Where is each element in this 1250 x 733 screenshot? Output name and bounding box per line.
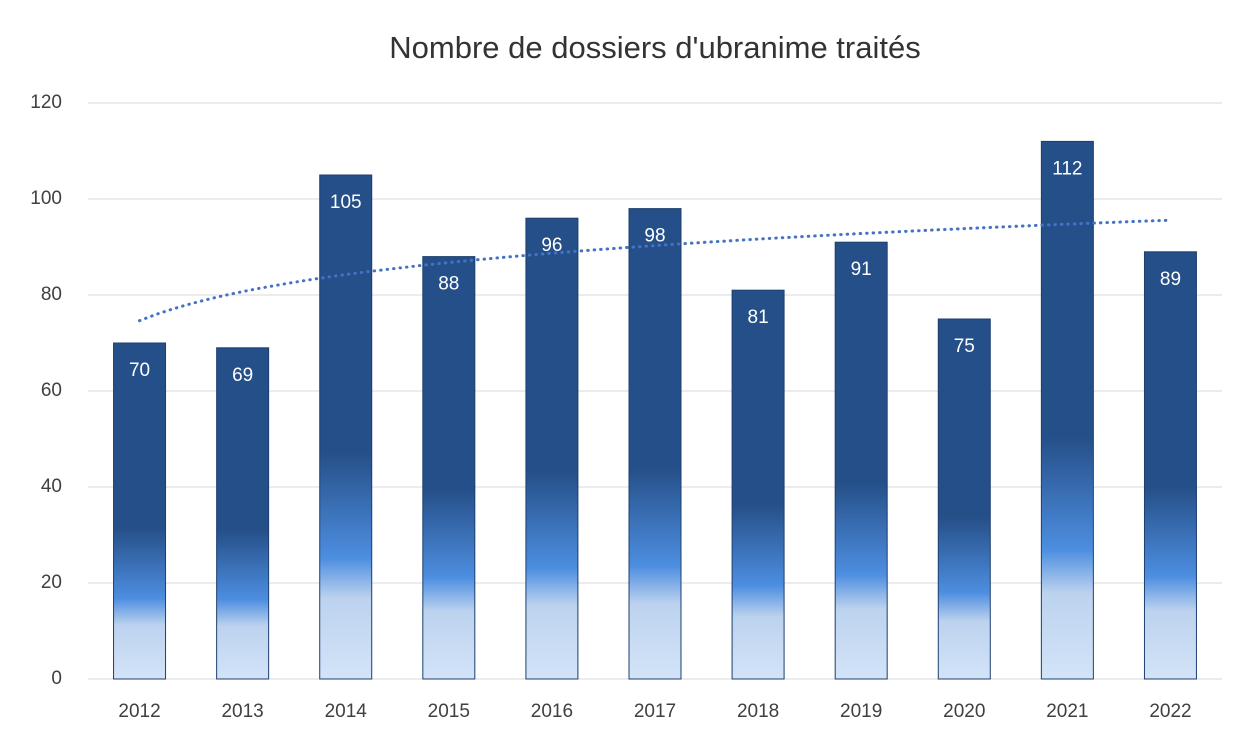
bar <box>937 318 991 680</box>
x-tick-label: 2022 <box>1149 701 1191 722</box>
value-label: 112 <box>1052 158 1082 179</box>
y-tick-label: 0 <box>51 668 62 689</box>
bar <box>525 217 579 680</box>
value-label: 70 <box>129 360 150 381</box>
x-tick-label: 2018 <box>737 701 779 722</box>
value-label: 98 <box>644 226 665 247</box>
value-label: 75 <box>954 336 975 357</box>
bar <box>422 256 476 680</box>
y-tick-label: 100 <box>30 188 62 209</box>
bar <box>319 174 373 680</box>
x-tick-label: 2013 <box>221 701 263 722</box>
value-label: 89 <box>1160 269 1181 290</box>
y-tick-label: 80 <box>41 284 62 305</box>
bar <box>113 342 167 680</box>
y-tick-label: 60 <box>41 380 62 401</box>
value-label: 88 <box>438 274 459 295</box>
bar <box>628 208 682 680</box>
x-tick-label: 2020 <box>943 701 985 722</box>
value-label: 96 <box>541 235 562 256</box>
value-label: 81 <box>748 307 769 328</box>
x-tick-label: 2019 <box>840 701 882 722</box>
bar <box>1143 251 1197 680</box>
x-tick-label: 2016 <box>531 701 573 722</box>
chart-title: Nombre de dossiers d'ubranime traités <box>389 30 920 65</box>
trendline <box>138 218 1172 323</box>
y-tick-label: 120 <box>30 92 62 113</box>
x-tick-label: 2014 <box>325 701 368 722</box>
x-tick-label: 2017 <box>634 701 676 722</box>
x-tick-label: 2012 <box>118 701 160 722</box>
value-label: 91 <box>851 259 872 280</box>
x-tick-label: 2015 <box>428 701 470 722</box>
bar <box>216 347 270 680</box>
value-label: 69 <box>232 365 253 386</box>
y-tick-label: 40 <box>41 476 62 497</box>
bar <box>731 289 785 680</box>
x-tick-label: 2021 <box>1046 701 1088 722</box>
value-label: 105 <box>330 192 362 213</box>
bar <box>834 241 888 680</box>
bar <box>1040 140 1094 680</box>
y-tick-label: 20 <box>41 572 62 593</box>
